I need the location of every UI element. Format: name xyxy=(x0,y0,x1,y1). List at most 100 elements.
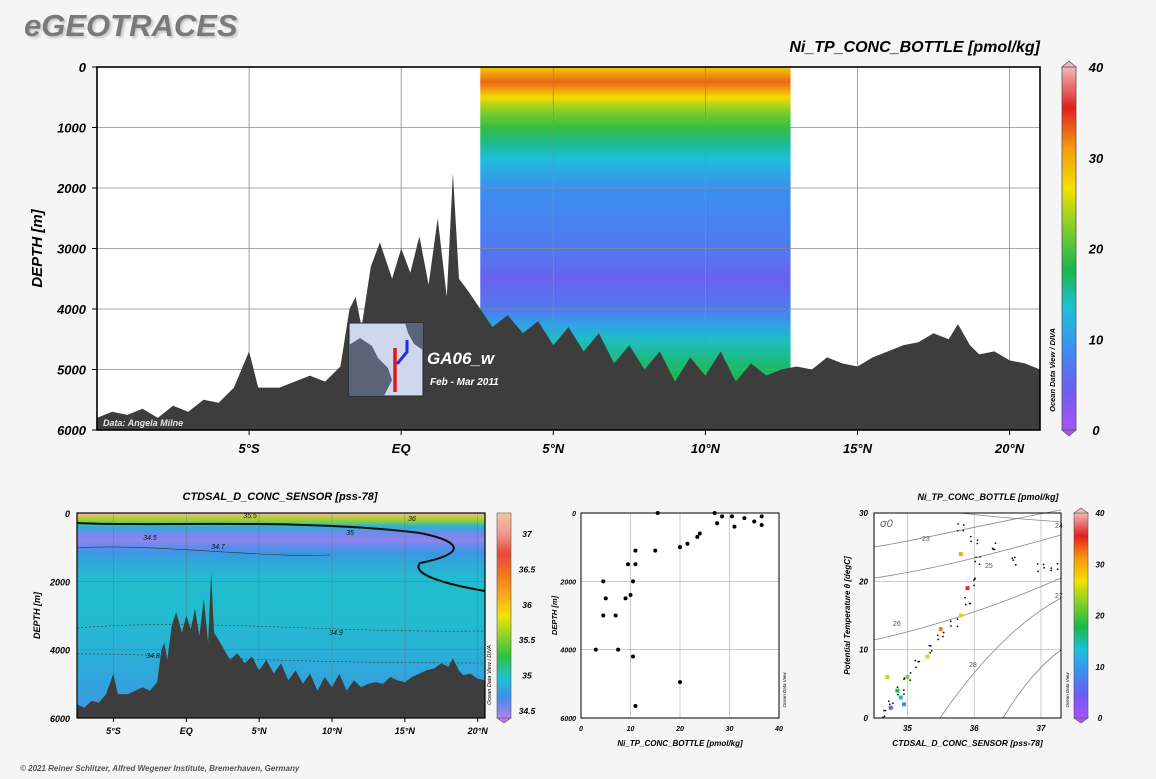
ts-point xyxy=(903,678,905,681)
y-axis-title: DEPTH [m] xyxy=(32,591,42,639)
contour-label: 36 xyxy=(408,516,416,523)
y-tick-label: 0 xyxy=(65,509,70,519)
ts-point xyxy=(891,702,894,705)
y-tick-label: 2000 xyxy=(49,577,70,587)
colorbar-max-arrow xyxy=(1073,507,1089,514)
data-point xyxy=(752,519,757,524)
x-tick-label: 10 xyxy=(627,726,635,733)
ts-point xyxy=(929,651,932,654)
colorbar-tick-label: 40 xyxy=(1088,60,1104,75)
colorbar-tick-label: 40 xyxy=(1095,509,1105,518)
y-tick-label: 6000 xyxy=(560,716,576,723)
data-point xyxy=(616,647,621,652)
colorbar-tick-label: 35.5 xyxy=(519,635,536,645)
data-point xyxy=(729,514,734,519)
ts-point xyxy=(936,634,939,637)
ts-colored-point xyxy=(902,702,907,707)
ts-point xyxy=(1037,570,1039,573)
data-point xyxy=(732,524,737,529)
bathymetry-seafloor xyxy=(77,572,485,718)
ts-point xyxy=(964,603,967,606)
x-tick-label: 36 xyxy=(970,724,979,733)
y-tick-label: 4000 xyxy=(559,648,576,655)
isopycnal-label: 24 xyxy=(1055,523,1063,530)
theta-s-plot-frame xyxy=(873,512,1062,719)
ts-point xyxy=(976,539,979,542)
chart-title: Ni_TP_CONC_BOTTLE [pmol/kg] xyxy=(789,39,1040,56)
ts-point xyxy=(1050,569,1052,572)
colorbar-tick-label: 36.5 xyxy=(519,565,536,575)
ts-point xyxy=(979,555,982,558)
y-axis-title: DEPTH [m] xyxy=(29,208,46,287)
data-point xyxy=(593,647,598,652)
y-tick-label: 3000 xyxy=(57,242,87,257)
isopycnal-label: 25 xyxy=(985,563,993,570)
y-tick-label: 2000 xyxy=(56,181,87,196)
x-tick-label: 40 xyxy=(774,726,783,733)
ts-point xyxy=(969,602,972,605)
ts-colored-point xyxy=(885,675,890,679)
contour-label: 34.7 xyxy=(211,544,226,551)
data-point xyxy=(623,596,628,601)
ts-colored-point xyxy=(895,688,900,693)
inset-land-africa xyxy=(405,323,423,350)
isopycnal-line xyxy=(939,597,1062,719)
sigma-label: σ0 xyxy=(880,518,894,530)
ts-point xyxy=(902,689,905,692)
data-point xyxy=(712,511,717,515)
ts-point xyxy=(950,625,952,627)
ts-point xyxy=(991,547,994,550)
copyright-footer: © 2021 Reiner Schlitzer, Alfred Wegener … xyxy=(20,764,300,773)
ts-point xyxy=(976,542,979,545)
x-tick-label: 10°N xyxy=(691,441,721,456)
data-point xyxy=(613,613,618,618)
data-point xyxy=(628,593,633,597)
isopycnal-line xyxy=(873,509,1062,548)
x-tick-label: 0 xyxy=(579,726,583,733)
isopycnal-label: 23 xyxy=(922,536,930,543)
colorbar-tick-label: 34.5 xyxy=(519,706,536,716)
x-tick-label: 20 xyxy=(675,726,684,733)
ts-point xyxy=(914,659,917,662)
colorbar-max-arrow xyxy=(1060,60,1078,68)
ts-point xyxy=(974,577,976,580)
y-tick-label: 0 xyxy=(864,714,869,723)
contour-35 xyxy=(76,522,486,592)
colorbar xyxy=(1073,512,1089,719)
contour-34-9 xyxy=(76,624,486,632)
data-point xyxy=(601,579,606,584)
ts-point xyxy=(896,686,899,689)
x-tick-label: 20°N xyxy=(467,726,489,736)
theta-s-chart: 23 24 25 26 27 28 σ0 35 36 37 0 10 20 30 CTDSAL_D_CONC… xyxy=(843,492,1105,748)
ts-point xyxy=(1056,562,1059,565)
colorbar xyxy=(1061,66,1077,431)
colorbar-tick-label: 35 xyxy=(522,671,532,681)
ts-point xyxy=(956,529,959,532)
isopycnal-line xyxy=(873,534,1062,579)
isopycnal-label: 27 xyxy=(1055,593,1063,600)
ts-point xyxy=(887,700,890,703)
ts-point xyxy=(1043,566,1045,569)
colorbar-tick-label: 37 xyxy=(522,529,533,539)
y-tick-label: 5000 xyxy=(57,363,87,378)
x-axis-title: Ni_TP_CONC_BOTTLE [pmol/kg] xyxy=(617,739,743,748)
x-tick-label: 15°N xyxy=(395,726,416,736)
data-credit: Data: Angela Milne xyxy=(103,418,183,428)
y-axis-title: Potential Temperature θ [degC] xyxy=(843,556,852,675)
data-point xyxy=(720,514,725,519)
inset-cruise-track-north xyxy=(395,340,409,365)
ts-point xyxy=(975,556,977,559)
ts-colored-point xyxy=(888,705,893,710)
cruise-dates: Feb - Mar 2011 xyxy=(430,377,499,388)
ts-point xyxy=(1042,563,1045,566)
app-logo: eGEOTRACES xyxy=(24,8,238,43)
colorbar-tick-label: 30 xyxy=(1096,560,1105,569)
data-point xyxy=(630,579,635,584)
contour-label: 34.8 xyxy=(146,653,160,660)
side-credit: Ocean Data View / DIVA xyxy=(1048,328,1057,412)
contour-label: 35.5 xyxy=(243,513,257,520)
ts-point xyxy=(974,560,977,563)
side-credit: Ocean Data View / DIVA xyxy=(487,645,493,705)
contour-label: 34.9 xyxy=(329,630,343,637)
ts-point xyxy=(909,679,912,682)
